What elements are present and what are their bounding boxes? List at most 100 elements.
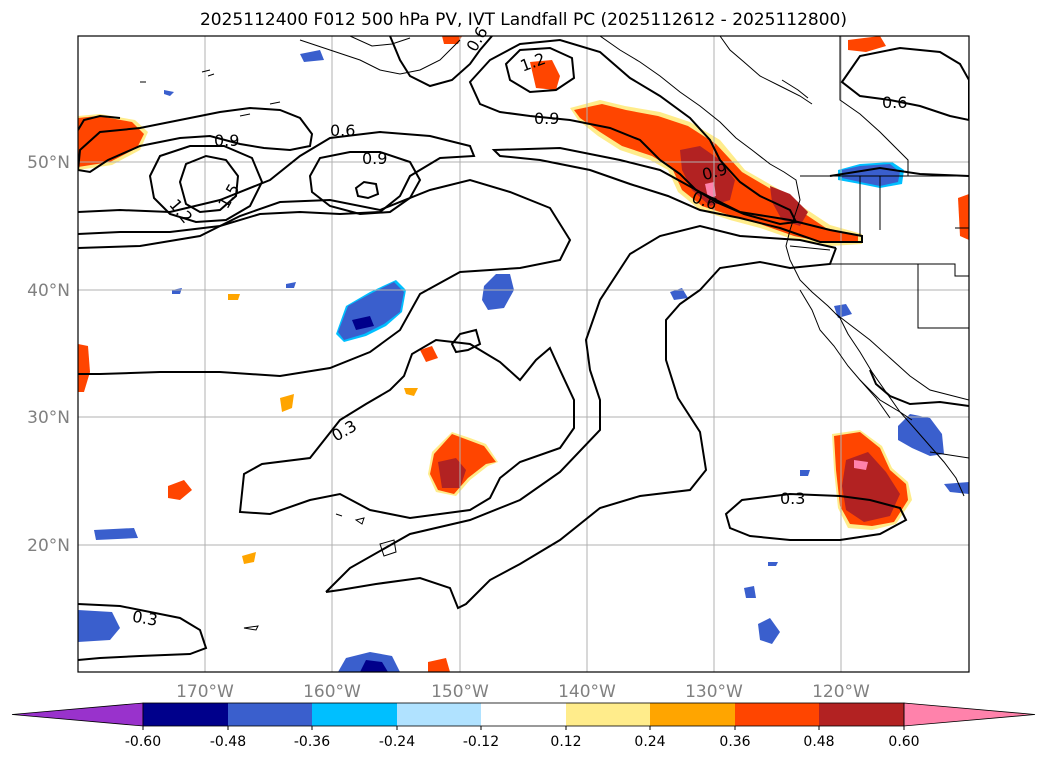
colorbar-segment — [650, 703, 735, 726]
contour-0-3-loop — [238, 338, 575, 520]
colorbar-segment — [397, 703, 481, 726]
shading-blob — [758, 618, 780, 644]
lon-label: 130°W — [685, 682, 743, 702]
contour-label: 0.6 — [882, 93, 907, 112]
shading-blob — [404, 388, 418, 396]
shading-blob — [770, 186, 808, 226]
colorbar-segment — [143, 703, 228, 726]
shading-blob — [280, 394, 294, 412]
colorbar-segment — [481, 703, 566, 726]
shading-blob — [834, 304, 852, 318]
contour-0-3-coast — [869, 369, 969, 407]
contour-0-6-nne — [840, 46, 969, 122]
contour-0-6-ne — [491, 146, 863, 243]
colorbar-extend-low — [11, 702, 144, 727]
contour-label: 0.3 — [131, 607, 159, 630]
contour-label: 0.6 — [330, 121, 355, 140]
shading-blob — [680, 146, 735, 206]
map-title: 2025112400 F012 500 hPa PV, IVT Landfall… — [199, 10, 847, 30]
plot-frame — [77, 35, 970, 673]
coastlines — [140, 36, 969, 631]
lat-label: 40°N — [27, 281, 70, 301]
shading-blob — [705, 182, 716, 198]
contour-1-8 — [354, 180, 380, 200]
shading-blob — [168, 480, 192, 500]
colorbar-segment — [819, 703, 904, 726]
lat-axis-labels: 50°N 40°N 30°N 20°N — [27, 153, 70, 556]
colorbar-label: 0.60 — [888, 734, 919, 750]
colorbar-extend-high — [903, 702, 1036, 727]
shading-blob — [352, 316, 374, 330]
shading-blob — [286, 282, 296, 288]
colorbar-label: -0.36 — [294, 734, 330, 750]
plot-area — [78, 36, 969, 672]
contour-label: 0.9 — [362, 149, 387, 168]
shading-blob — [530, 60, 560, 90]
shading-blob — [428, 658, 450, 672]
contour-0-6-e — [829, 166, 969, 177]
colorbar-label: -0.48 — [210, 734, 246, 750]
shading-blob — [300, 50, 324, 62]
lon-label: 140°W — [558, 682, 616, 702]
shading-blob — [78, 344, 90, 392]
shading-blob — [78, 610, 120, 642]
shading-blob — [164, 90, 174, 96]
colorbar-label: -0.24 — [379, 734, 415, 750]
pv-contours — [78, 36, 969, 661]
colorbar-label: 0.48 — [803, 734, 834, 750]
lat-label: 20°N — [27, 536, 70, 556]
contour-0-6-nw — [78, 114, 121, 131]
colorbar-segment — [312, 703, 397, 726]
contour-0-3-south — [325, 224, 837, 593]
contour-0-9-ne — [468, 38, 798, 226]
shading-blob — [800, 470, 810, 476]
shading-blob — [744, 586, 756, 598]
contour-0-6 — [78, 130, 476, 235]
lon-label: 120°W — [812, 682, 870, 702]
contour-1-5 — [178, 154, 240, 214]
contour-small — [450, 328, 482, 354]
shading-blob — [944, 482, 969, 494]
contour-0-3-sw — [78, 603, 208, 661]
shading-blob — [442, 36, 462, 44]
contour-0-3-baja — [724, 492, 908, 541]
lat-label: 30°N — [27, 408, 70, 428]
colorbar: -0.60 -0.48 -0.36 -0.24 -0.12 0.12 0.24 0.36 0.4… — [11, 702, 1036, 750]
contour-label: 0.9 — [214, 131, 239, 150]
shading-blob — [242, 552, 256, 564]
shading-blob — [848, 36, 886, 52]
contour-label: 0.9 — [534, 109, 559, 128]
contour-0-6-top — [389, 36, 493, 88]
shading-blob — [94, 528, 138, 540]
contour-0-3-ne — [325, 247, 837, 610]
shading-blob — [438, 458, 466, 488]
contour-0-3 — [78, 178, 572, 378]
colorbar-label: -0.12 — [463, 734, 499, 750]
shading-blob — [360, 660, 388, 672]
shading-blob — [482, 274, 514, 310]
colorbar-segment — [228, 703, 312, 726]
colorbar-segment — [566, 703, 650, 726]
lon-label: 160°W — [303, 682, 361, 702]
lon-label: 150°W — [431, 682, 489, 702]
shading-blob — [670, 288, 688, 300]
lon-label: 170°W — [176, 682, 234, 702]
contour-1-2-w — [148, 145, 264, 224]
shading-blob — [854, 460, 868, 470]
contour-0-9-mid — [308, 151, 422, 216]
lon-axis-labels: 170°W 160°W 150°W 140°W 130°W 120°W — [176, 682, 870, 702]
contour-0-9 — [78, 106, 314, 174]
contour-1-2 — [504, 46, 576, 94]
colorbar-label: 0.36 — [719, 734, 750, 750]
colorbar-label: 0.12 — [550, 734, 581, 750]
colorbar-outline — [142, 702, 905, 727]
contour-label: 0.3 — [780, 489, 805, 508]
colorbar-label: -0.60 — [125, 734, 161, 750]
colorbar-label: 0.24 — [634, 734, 665, 750]
colorbar-segment — [735, 703, 819, 726]
shading-blob — [228, 294, 240, 300]
shading-blob — [768, 562, 778, 566]
lat-label: 50°N — [27, 153, 70, 173]
shading-blob — [420, 346, 438, 362]
